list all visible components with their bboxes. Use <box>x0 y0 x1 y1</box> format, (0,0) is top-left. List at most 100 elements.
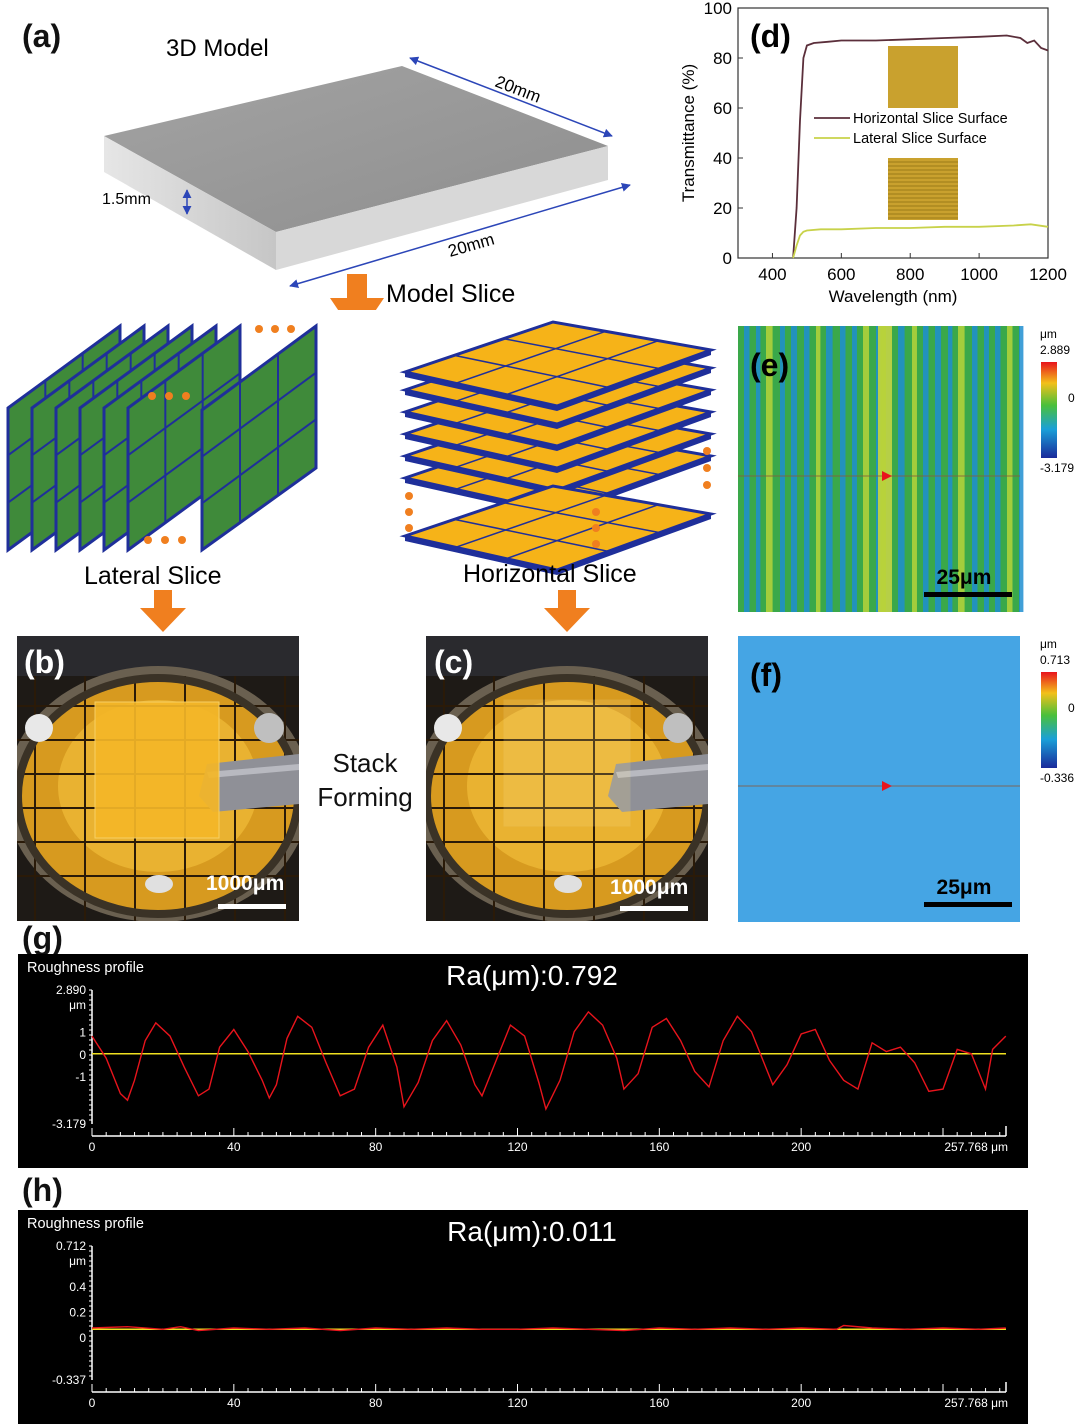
model-slice-label: Model Slice <box>386 280 515 308</box>
x-tick-label: 0 <box>89 1396 96 1410</box>
profile-title: Roughness profile <box>27 1216 144 1232</box>
y-tick-label: 0 <box>79 1331 86 1345</box>
y-tick-label: 100 <box>704 0 732 18</box>
profile-background <box>18 954 1028 1168</box>
colorbar-min: -3.179 <box>1040 461 1074 475</box>
profile-background <box>18 1210 1028 1424</box>
y-tick-label: 20 <box>713 199 732 218</box>
y-unit: μm <box>69 998 86 1012</box>
y-tick-label: 0.2 <box>69 1305 86 1319</box>
x-tick-label: 120 <box>507 1140 527 1154</box>
legend-entry-0: Horizontal Slice Surface <box>853 111 1008 127</box>
stack-label-line2: Forming <box>317 782 413 812</box>
series-line-1 <box>792 223 1049 259</box>
horizontal-slice-label: Horizontal Slice <box>463 560 637 588</box>
colorbar-max: 2.889 <box>1040 343 1070 357</box>
photo-b <box>17 636 299 921</box>
sample-film <box>503 699 631 827</box>
x-tick-label: 80 <box>369 1140 383 1154</box>
x-tick-label: 160 <box>649 1396 669 1410</box>
plot-frame <box>737 7 1049 259</box>
x-tick-end: 257.768 μm <box>944 1396 1008 1410</box>
y-tick-label: 0 <box>79 1048 86 1062</box>
arrow-to-c <box>544 590 590 632</box>
clamp-knob-left <box>25 714 53 742</box>
x-tick-label: 1000 <box>960 265 998 284</box>
ra-annotation: Ra(μm):0.011 <box>447 1216 617 1247</box>
y-tick-label: -1 <box>75 1070 86 1084</box>
y-tick-top: 2.890 <box>56 983 86 997</box>
panel-label-d: (d) <box>750 18 791 54</box>
colorbar <box>1041 362 1057 458</box>
panel-label-c: (c) <box>434 644 474 680</box>
roughness-profile-line <box>91 1010 1007 1111</box>
surface-map-e: (e) 25μm μm 2.889 0 -3.179 <box>738 326 1075 612</box>
inset-horizontal-surface <box>888 46 958 108</box>
scale-bar <box>924 902 1012 907</box>
scale-bar-label: 25μm <box>937 876 992 899</box>
x-tick-end: 257.768 μm <box>944 1140 1008 1154</box>
colorbar-max: 0.713 <box>1040 653 1070 667</box>
panel-label: (e) <box>750 347 789 383</box>
clamp-knob-right <box>254 713 284 743</box>
scale-label-c: 1000μm <box>610 876 689 899</box>
x-tick-label: 40 <box>227 1140 241 1154</box>
scale-bar-b <box>218 904 286 909</box>
panel-label-b: (b) <box>24 644 65 680</box>
x-tick-label: 800 <box>896 265 924 284</box>
inset-lateral-surface <box>888 158 958 220</box>
y-tick-label: 60 <box>713 99 732 118</box>
lateral-slice-label: Lateral Slice <box>84 562 222 590</box>
clamp-knob-left <box>434 714 462 742</box>
arrow-to-b <box>140 590 186 632</box>
horizontal-slices-diagram: Horizontal Slice <box>399 320 717 588</box>
colorbar <box>1041 672 1057 768</box>
x-tick-label: 160 <box>649 1140 669 1154</box>
y-axis-label: Transmittance (%) <box>679 64 698 202</box>
x-tick-label: 200 <box>791 1140 811 1154</box>
x-axis-label: Wavelength (nm) <box>829 287 958 306</box>
model-slice-arrow <box>330 274 384 310</box>
y-tick-label: 0.4 <box>69 1280 86 1294</box>
panel-a-model: 3D Model 20mm 20mm 1.5mm Model Slice <box>102 35 631 310</box>
series-line-0 <box>792 34 1049 259</box>
dim-line-length <box>409 56 613 138</box>
stack-label-line1: Stack <box>332 748 398 778</box>
x-tick-label: 600 <box>827 265 855 284</box>
x-tick-label: 40 <box>227 1396 241 1410</box>
scale-bar <box>924 592 1012 597</box>
dim-label-thickness: 1.5mm <box>102 191 151 208</box>
colorbar-min: -0.336 <box>1040 771 1074 785</box>
dim-line-width <box>289 182 631 289</box>
horizontal-slice-sheet <box>399 484 717 572</box>
scale-bar-c <box>620 906 688 911</box>
colorbar-mid: 0 <box>1068 391 1075 405</box>
y-tick-label: 1 <box>79 1026 86 1040</box>
clamp-knob-right <box>663 713 693 743</box>
y-tick-top: 0.712 <box>56 1239 86 1253</box>
x-tick-label: 1200 <box>1029 265 1067 284</box>
chart-d: 400 600 800 1000 1200 0 20 40 60 80 100 Wavelength … <box>679 0 1067 306</box>
surface-map-f: (f) 25μm μm 0.713 0 -0.336 <box>738 636 1075 922</box>
photo-c <box>426 636 708 921</box>
colorbar-unit: μm <box>1040 327 1057 341</box>
height-map <box>738 636 1020 922</box>
x-tick-label: 120 <box>507 1396 527 1410</box>
colorbar-unit: μm <box>1040 637 1057 651</box>
dim-label-width: 20mm <box>446 230 497 261</box>
legend-entry-1: Lateral Slice Surface <box>853 131 987 147</box>
scale-label-b: 1000μm <box>206 872 285 895</box>
ra-annotation: Ra(μm):0.792 <box>446 960 618 991</box>
y-tick-bottom: -3.179 <box>52 1117 86 1131</box>
colorbar-mid: 0 <box>1068 701 1075 715</box>
scale-bar-label: 25μm <box>937 566 992 589</box>
model-title: 3D Model <box>166 35 269 62</box>
dim-label-length: 20mm <box>493 72 544 107</box>
y-tick-label: 0 <box>723 249 732 268</box>
lateral-slices-diagram: Lateral Slice <box>6 323 318 590</box>
panel-label-h: (h) <box>22 1172 63 1208</box>
x-tick-label: 80 <box>369 1396 383 1410</box>
panel-label-g: (g) <box>22 920 63 956</box>
